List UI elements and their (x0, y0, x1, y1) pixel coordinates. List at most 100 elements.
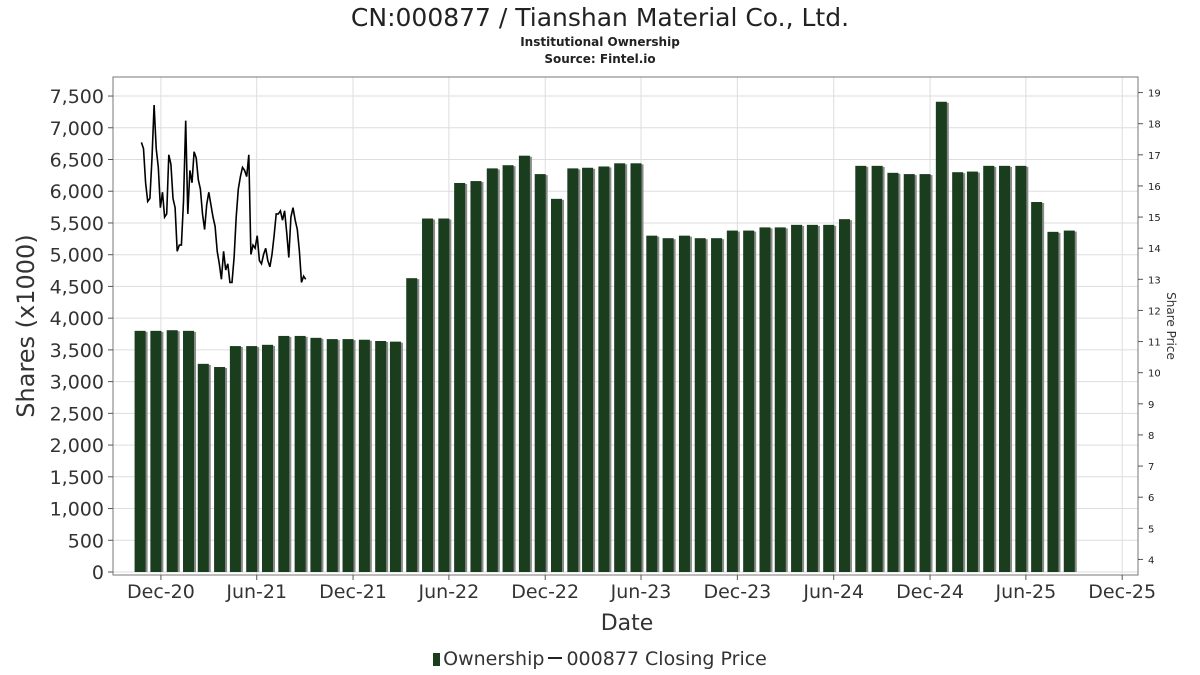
y2-tick-label: 8 (1148, 431, 1154, 442)
plot-frame (112, 76, 1139, 576)
y2-tick-label: 19 (1148, 89, 1161, 100)
ownership-bar (662, 238, 674, 572)
ownership-bar (871, 165, 883, 572)
ownership-bar (743, 230, 755, 573)
ownership-bar (838, 219, 850, 572)
y2-tick-label: 11 (1148, 338, 1161, 349)
ownership-bar (598, 166, 610, 572)
y-axis-left: 0 500 1,000 1,500 2,000 2,500 3,000 3,500 4,000 4… (50, 86, 113, 584)
y2-tick-label: 14 (1148, 244, 1161, 255)
ownership-bar (806, 224, 818, 572)
ownership-bar (935, 101, 947, 572)
legend-price-swatch (548, 657, 563, 659)
ownership-bar (406, 278, 418, 572)
ownership-bar (214, 367, 226, 572)
ownership-bar (614, 163, 626, 573)
y2-tick-label: 9 (1148, 400, 1154, 411)
x-tick-label: Jun-24 (802, 581, 864, 603)
ownership-bar (711, 238, 723, 572)
y2-tick-label: 10 (1148, 369, 1161, 380)
y2-tick-label: 7 (1148, 462, 1154, 473)
ownership-bar (310, 337, 322, 572)
ownership-bar (791, 224, 803, 572)
ownership-bar (261, 344, 273, 572)
y-tick-label: 500 (68, 530, 104, 552)
ownership-bar (1047, 231, 1059, 572)
ownership-bar (294, 335, 306, 572)
ownership-bar (630, 163, 642, 573)
ownership-bar (375, 341, 387, 572)
ownership-bar (966, 171, 978, 573)
ownership-bar (502, 165, 514, 572)
ownership-bar (518, 155, 530, 572)
legend-ownership-label: Ownership (443, 648, 545, 670)
y-tick-label: 1,000 (50, 499, 104, 521)
ownership-bar (855, 165, 867, 572)
price-line (140, 104, 307, 284)
ownership-bar (454, 182, 466, 572)
y2-tick-label: 16 (1148, 182, 1161, 193)
ownership-bar (999, 165, 1011, 572)
ownership-bar (646, 235, 658, 572)
ownership-bar (438, 218, 450, 572)
ownership-bar (150, 330, 162, 572)
y-tick-label: 0 (92, 562, 104, 584)
y-tick-label: 5,000 (50, 245, 104, 267)
x-tick-label: Dec-21 (319, 581, 387, 603)
x-tick-label: Jun-23 (610, 581, 672, 603)
ownership-bar (582, 167, 594, 572)
ownership-bar (422, 218, 434, 572)
ownership-bar (358, 339, 370, 572)
ownership-bar (342, 339, 354, 572)
ownership-bar (197, 363, 209, 572)
ownership-bar (470, 181, 482, 573)
y2-tick-label: 18 (1148, 120, 1161, 131)
chart-subtitle: Institutional Ownership (520, 35, 680, 49)
chart-source: Source: Fintel.io (544, 52, 656, 66)
ownership-bars (134, 101, 1077, 573)
ownership-bar (759, 227, 771, 572)
ownership-bar (903, 174, 915, 572)
ownership-bar (678, 235, 690, 572)
y-tick-label: 7,000 (50, 118, 104, 140)
ownership-bar (183, 330, 195, 572)
ownership-bar (551, 198, 563, 572)
ownership-bar (486, 168, 498, 572)
ownership-bar (952, 172, 964, 572)
y2-tick-label: 15 (1148, 213, 1161, 224)
ownership-bar (726, 230, 738, 573)
legend-price-label: 000877 Closing Price (566, 648, 767, 670)
ownership-bar (326, 339, 338, 572)
x-tick-label: Dec-23 (703, 581, 771, 603)
legend-ownership-swatch (433, 653, 441, 666)
ownership-bar (887, 172, 899, 573)
y2-tick-label: 13 (1148, 275, 1161, 286)
ownership-bar (246, 346, 258, 572)
x-tick-label: Dec-22 (511, 581, 579, 603)
x-tick-label: Jun-22 (418, 581, 480, 603)
y-tick-label: 7,500 (50, 86, 104, 108)
y-axis-right: 4 5 6 7 8 9 10 11 12 13 14 15 16 17 18 19 (1138, 89, 1161, 566)
y-tick-label: 6,000 (50, 181, 104, 203)
y2-axis-label: Share Price (1164, 292, 1178, 360)
y-tick-label: 4,500 (50, 276, 104, 298)
y2-tick-label: 5 (1148, 524, 1154, 535)
ownership-bar (774, 227, 786, 572)
ownership-bar (823, 224, 835, 572)
ownership-bar (166, 330, 178, 572)
x-axis-label: Date (601, 611, 654, 636)
x-tick-label: Dec-20 (127, 581, 195, 603)
y-tick-label: 4,000 (50, 308, 104, 330)
x-tick-label: Dec-25 (1088, 581, 1156, 603)
y2-tick-label: 17 (1148, 151, 1161, 162)
legend: Ownership 000877 Closing Price (0, 648, 1200, 670)
ownership-bar (694, 238, 706, 572)
y-tick-label: 5,500 (50, 213, 104, 235)
y2-tick-label: 6 (1148, 493, 1154, 504)
ownership-bar (534, 174, 546, 572)
x-tick-label: Dec-24 (896, 581, 964, 603)
ownership-bar (278, 335, 290, 572)
ownership-bar (1031, 202, 1043, 572)
y-tick-label: 2,000 (50, 435, 104, 457)
ownership-bar (1063, 230, 1075, 573)
